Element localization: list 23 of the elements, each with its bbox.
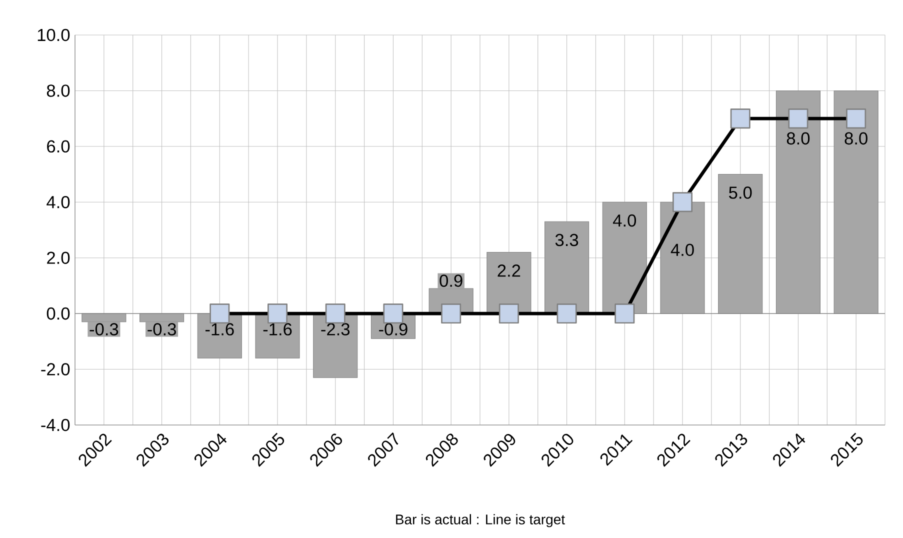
y-tick-label: -2.0 — [41, 363, 70, 376]
data-label: -0.9 — [379, 323, 408, 336]
y-tick-label: 10.0 — [38, 28, 70, 42]
y-tick-label: -4.0 — [41, 418, 70, 432]
data-label: 3.3 — [555, 234, 578, 246]
data-label: 4.0 — [670, 244, 694, 256]
y-tick-label: 4.0 — [46, 196, 70, 208]
data-label: 0.9 — [440, 274, 462, 287]
data-label: -0.3 — [148, 323, 176, 336]
data-label: -1.6 — [205, 323, 234, 336]
x-axis-title: Bar is actual : Line is target — [396, 514, 565, 528]
y-tick-label: 2.0 — [47, 252, 70, 264]
data-label: -0.3 — [90, 323, 118, 336]
data-label: 5.0 — [729, 186, 752, 199]
y-tick-label: 8.0 — [46, 84, 70, 97]
y-tick-label: 0.0 — [46, 307, 70, 320]
data-label: 4.0 — [612, 214, 636, 227]
y-tick-label: 6.0 — [47, 140, 70, 153]
data-label: 8.0 — [786, 132, 810, 145]
data-label: 2.2 — [498, 264, 520, 277]
data-label: -2.3 — [321, 323, 350, 336]
data-label: -1.6 — [263, 323, 292, 336]
data-label: 8.0 — [844, 132, 868, 145]
